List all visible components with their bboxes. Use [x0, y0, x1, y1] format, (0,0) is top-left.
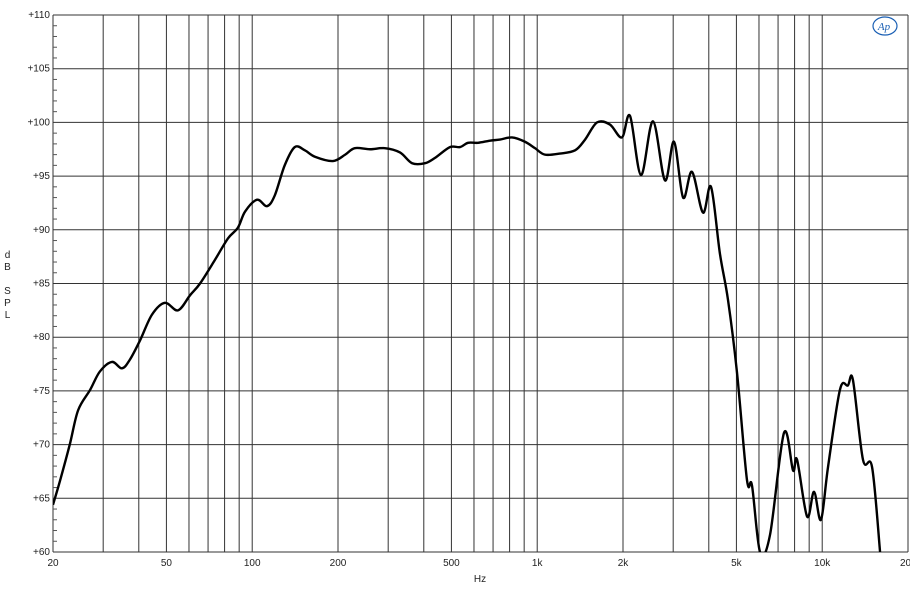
x-tick-label: 500: [443, 558, 460, 569]
y-tick-label: +75: [33, 386, 50, 397]
x-tick-label: 2k: [618, 558, 630, 569]
y-tick-label: +85: [33, 279, 50, 290]
svg-text:Ap: Ap: [877, 21, 891, 33]
series-layer: [53, 113, 882, 552]
y-axis-ticks: +60 +65 +70 +75 +80 +85 +90 +95 +100 +105 +110: [27, 10, 50, 558]
x-tick-label: 20: [47, 558, 59, 569]
y-tick-label: +110: [28, 10, 50, 21]
x-tick-label: 20k: [900, 558, 910, 569]
grid: [52, 14, 909, 553]
y-tick-label: +90: [33, 225, 50, 236]
x-tick-label: 1k: [532, 558, 544, 569]
x-axis-label: Hz: [474, 574, 486, 585]
y-tick-label: +70: [33, 440, 50, 451]
response-curve: [53, 113, 882, 552]
y-tick-label: +60: [33, 547, 50, 558]
x-tick-label: 100: [244, 558, 261, 569]
y-tick-label: +95: [33, 171, 50, 182]
y-tick-label: +65: [33, 493, 50, 504]
y-tick-label: +105: [27, 64, 50, 75]
y-tick-label: +100: [27, 117, 50, 128]
x-tick-label: 10k: [814, 558, 831, 569]
x-tick-label: 5k: [731, 558, 743, 569]
y-tick-label: +80: [33, 332, 50, 343]
x-tick-label: 50: [161, 558, 173, 569]
x-tick-label: 200: [330, 558, 347, 569]
y-axis-label: dB SPL: [2, 250, 13, 322]
x-axis-ticks: 20 50 100 200 500 1k 2k 5k 10k 20k: [47, 558, 910, 569]
ap-logo: Ap: [872, 16, 898, 36]
